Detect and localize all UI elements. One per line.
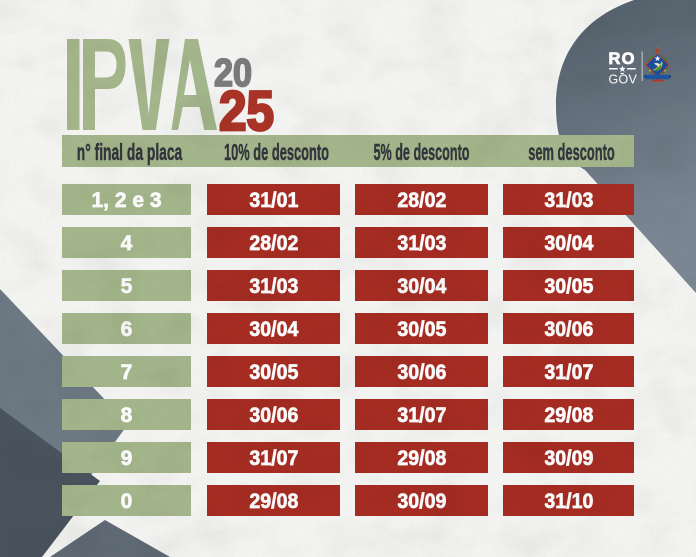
svg-text:sem desconto: sem desconto xyxy=(528,139,615,165)
svg-text:RO: RO xyxy=(609,50,636,68)
svg-text:5% de desconto: 5% de desconto xyxy=(374,139,470,165)
svg-text:n° final da placa: n° final da placa xyxy=(77,139,183,165)
svg-text:GOV: GOV xyxy=(609,73,638,87)
svg-text:10% de desconto: 10% de desconto xyxy=(224,139,329,165)
